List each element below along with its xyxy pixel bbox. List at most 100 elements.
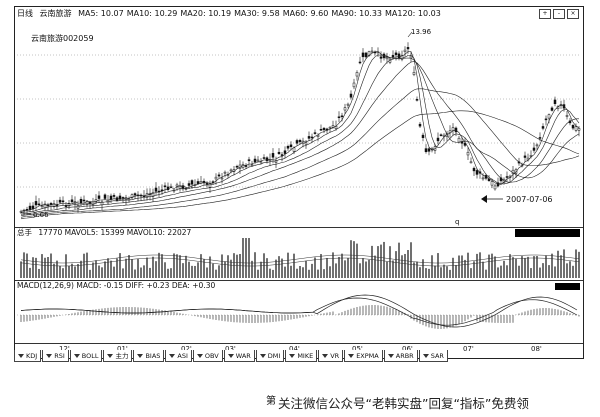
dropdown-arrow-icon	[196, 353, 203, 358]
candle-body	[343, 107, 347, 111]
candle-body	[154, 187, 158, 192]
panel-divider	[15, 343, 583, 344]
candle-body	[535, 144, 539, 147]
indicator-tab[interactable]: EXPMA	[344, 350, 383, 362]
candle-body	[358, 61, 362, 64]
indicator-tab[interactable]: ARBR	[383, 350, 418, 362]
chart-header: 日线 云南旅游 MA5: 10.07 MA10: 10.29 MA20: 10.19…	[17, 9, 448, 19]
indicator-tab[interactable]: WAR	[223, 350, 255, 362]
candle-body	[229, 169, 233, 172]
indicator-tab[interactable]: 主力	[103, 350, 133, 362]
candle-body	[469, 161, 473, 164]
candle-body	[277, 151, 281, 154]
candle-body	[328, 126, 332, 129]
candle-body	[265, 157, 269, 162]
moving-average-line	[20, 51, 580, 212]
indicator-tab[interactable]: VR	[318, 350, 344, 362]
candle-body	[340, 115, 344, 118]
candle-body	[250, 164, 254, 166]
panel-divider	[15, 280, 583, 281]
candle-body	[223, 171, 227, 174]
candle-body	[187, 183, 191, 186]
indicator-tab[interactable]: BOLL	[69, 350, 103, 362]
indicator-tab[interactable]: RSI	[42, 350, 69, 362]
indicator-tab-label: WAR	[235, 351, 251, 360]
candle-body	[262, 157, 266, 159]
indicator-tab[interactable]: BIAS	[133, 350, 165, 362]
window-controls: + - ×	[539, 9, 579, 19]
indicator-tab[interactable]: MIKE	[285, 350, 318, 362]
candle-body	[538, 137, 542, 139]
high-price-label: 13.96	[411, 28, 432, 36]
candle-body	[490, 181, 494, 186]
dropdown-arrow-icon	[259, 353, 266, 358]
indicator-tab-label: BOLL	[81, 351, 99, 360]
macd-scale-block	[555, 283, 580, 290]
candle-body	[352, 82, 356, 88]
footer-fragment: 第	[266, 396, 276, 407]
time-axis-label: 03'	[225, 345, 236, 353]
volume-scale-block	[515, 229, 580, 237]
candle-body	[481, 177, 485, 180]
zoom-in-icon[interactable]: +	[539, 9, 551, 19]
candle-body	[202, 180, 206, 184]
indicator-tab-label: 主力	[115, 351, 129, 360]
candle-body	[412, 72, 416, 75]
indicator-tab[interactable]: SAR	[418, 350, 448, 362]
indicator-tab-label: ARBR	[395, 351, 414, 360]
zoom-out-icon[interactable]: -	[553, 9, 565, 19]
volume-values: 17770 MAVOL5: 15399 MAVOL10: 22027	[38, 228, 192, 237]
price-chart[interactable]	[15, 7, 583, 358]
indicator-tab[interactable]: DMI	[255, 350, 285, 362]
time-axis-label: 06'	[402, 345, 413, 353]
time-axis-label: 01'	[117, 345, 128, 353]
candle-body	[523, 155, 527, 158]
dropdown-arrow-icon	[227, 353, 234, 358]
candle-body	[40, 205, 44, 208]
candle-body	[97, 195, 101, 199]
candle-body	[37, 203, 41, 206]
candle-body	[421, 134, 425, 138]
close-icon[interactable]: ×	[567, 9, 579, 19]
ma-item: MA10: 10.29	[126, 9, 178, 18]
indicator-tab-label: DMI	[267, 351, 281, 360]
kline-chart-window: 日线 云南旅游 MA5: 10.07 MA10: 10.29 MA20: 10.19…	[14, 6, 584, 359]
candle-body	[574, 126, 578, 131]
period-label: 日线	[17, 9, 33, 18]
candle-body	[475, 170, 479, 175]
ma-item: MA120: 10.03	[385, 9, 441, 18]
moving-average-line	[20, 57, 579, 215]
indicator-tab[interactable]: ASI	[165, 350, 192, 362]
candle-body	[61, 200, 65, 203]
candle-body	[457, 137, 461, 143]
candle-body	[259, 161, 263, 164]
dropdown-arrow-icon	[169, 353, 176, 358]
candle-body	[118, 195, 122, 200]
candle-body	[544, 118, 548, 121]
indicator-tab[interactable]: KDJ	[14, 350, 42, 362]
candle-body	[79, 198, 83, 204]
candle-body	[175, 184, 179, 187]
candle-body	[367, 51, 371, 57]
moving-average-line	[20, 61, 580, 217]
candle-body	[313, 132, 317, 134]
watermark-text: 关注微信公众号“老韩实盘”回复“指标”免费领	[278, 396, 529, 411]
candle-body	[493, 185, 497, 190]
candle-body	[271, 153, 275, 158]
ma-values: MA5: 10.07 MA10: 10.29 MA20: 10.19 MA30: 9.…	[78, 9, 444, 18]
candle-body	[235, 165, 239, 168]
dropdown-arrow-icon	[18, 353, 24, 358]
indicator-tab[interactable]: OBV	[192, 350, 223, 362]
indicator-tab-label: SAR	[430, 351, 444, 360]
indicator-tab-label: ASI	[177, 351, 188, 360]
candle-body	[466, 151, 470, 156]
dropdown-arrow-icon	[322, 353, 329, 358]
candle-body	[52, 203, 56, 207]
candle-body	[112, 195, 116, 197]
candle-body	[283, 150, 287, 154]
candle-body	[451, 127, 455, 131]
candle-body	[310, 136, 314, 139]
candle-body	[379, 56, 383, 59]
candle-body	[346, 103, 350, 106]
candle-body	[58, 199, 62, 203]
